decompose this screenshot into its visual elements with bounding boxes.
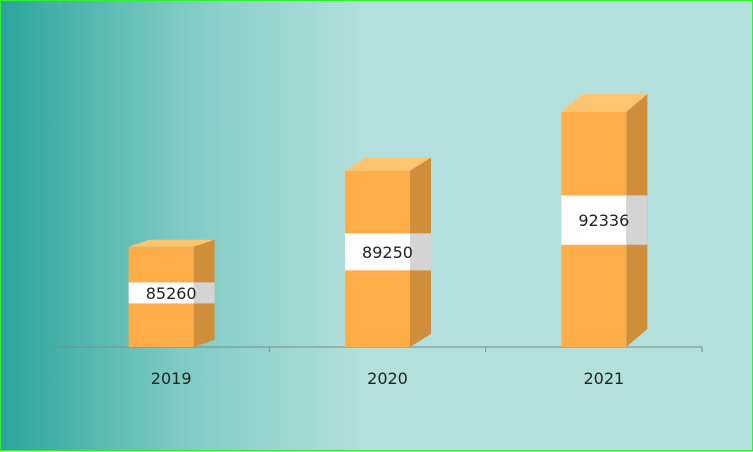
- data-label: 89250: [362, 243, 413, 262]
- data-label-band: [345, 233, 410, 271]
- data-label-band: [128, 282, 194, 304]
- data-label-band-side: [193, 282, 215, 304]
- x-tick-label: 2020: [367, 369, 408, 388]
- data-label: 92336: [578, 211, 629, 230]
- data-label: 85260: [146, 284, 197, 303]
- bar-top-face: [345, 157, 431, 171]
- bar-2021: 92336: [561, 94, 648, 347]
- bar-top-face: [128, 239, 215, 247]
- x-tick-label: 2021: [583, 369, 624, 388]
- bar-2019: 85260: [128, 239, 215, 347]
- bar-2020: 89250: [345, 157, 431, 347]
- data-label-band: [561, 195, 627, 245]
- data-label-band-side: [410, 233, 431, 271]
- data-label-band-side: [626, 195, 648, 245]
- bar-top-face: [561, 94, 648, 112]
- x-tick-label: 2019: [151, 369, 192, 388]
